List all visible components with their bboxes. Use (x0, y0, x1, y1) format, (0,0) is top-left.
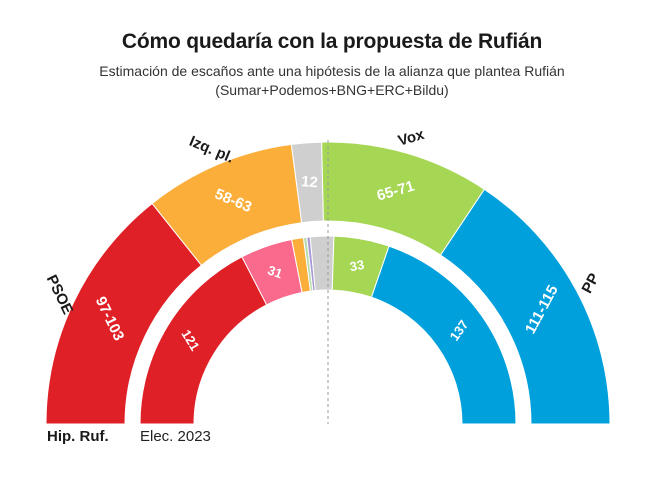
ring-0-segment-pp-4 (439, 188, 611, 425)
hemicycle-rings (45, 141, 611, 425)
ring-1-value-label-vox: 33 (349, 257, 366, 274)
ring-label-hip-ruf: Hip. Ruf. (47, 428, 109, 445)
party-label-vox: Vox (396, 126, 427, 150)
chart-title: Cómo quedaría con la propuesta de Rufián (121, 30, 543, 53)
party-label-psoe: PSOE (43, 272, 76, 317)
ring-label-elec-2023: Elec. 2023 (140, 428, 211, 445)
subtitle-line-1: Estimación de escaños ante una hipótesis… (99, 63, 565, 79)
party-label-pp: PP (579, 271, 603, 297)
ring-0-value-label-12: 12 (301, 173, 319, 191)
chart-subtitle: Estimación de escaños ante una hipótesis… (0, 62, 664, 100)
subtitle-line-2: (Sumar+Podemos+BNG+ERC+Bildu) (215, 82, 449, 98)
ring-1-value-label-sumar: 31 (266, 262, 285, 281)
party-label-izq-pl: Izq. pl. (187, 133, 237, 167)
ring-1-segment-pp-7 (370, 245, 517, 425)
